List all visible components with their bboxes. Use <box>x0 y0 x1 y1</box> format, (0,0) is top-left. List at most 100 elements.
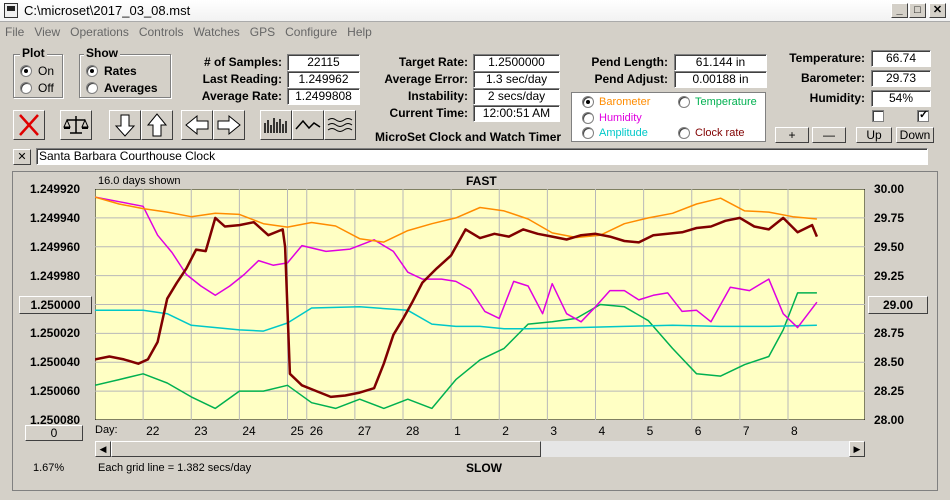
day-axis-label: Day: <box>95 424 118 436</box>
plot-group-label: Plot <box>20 46 47 60</box>
left-axis-tick: 1.249920 <box>30 182 81 196</box>
left-axis-tick: 1.249960 <box>30 239 81 254</box>
series-line-amplitude <box>95 306 817 332</box>
plus-button[interactable]: + <box>775 127 809 143</box>
menu-bar: File View Operations Controls Watches GPS Conf… <box>0 22 950 42</box>
day-tick-label: 24 <box>242 424 256 438</box>
series-clock-rate-label: Clock rate <box>695 127 745 139</box>
bar-graph-button[interactable] <box>260 110 292 140</box>
title-bar: C:\microset\2017_03_08.mst _ □ ✕ <box>0 0 950 22</box>
maximize-button[interactable]: □ <box>909 3 926 18</box>
day-tick-label: 25 <box>290 424 304 438</box>
day-tick-label: 4 <box>598 424 606 438</box>
menu-view[interactable]: View <box>34 25 61 39</box>
arrow-down-icon <box>114 114 136 137</box>
left-axis-tick: 1.250040 <box>30 355 81 370</box>
series-temperature-radio[interactable] <box>678 96 690 108</box>
center-rate-button[interactable]: 1.250000 <box>19 296 92 314</box>
show-rates-radio[interactable] <box>86 65 98 77</box>
menu-operations[interactable]: Operations <box>70 25 129 39</box>
left-axis-tick: 1.249980 <box>30 268 81 283</box>
scale-icon <box>63 116 89 134</box>
day-tick-label: 3 <box>550 424 558 438</box>
bar-graph-icon <box>264 118 287 133</box>
center-right-axis-button[interactable]: 29.00 <box>868 296 928 314</box>
series-barometer-radio[interactable] <box>582 96 594 108</box>
samples-value: 22115 <box>287 54 360 71</box>
percent-label: 1.67% <box>33 462 65 474</box>
down-button[interactable]: Down <box>896 127 934 143</box>
instability-label: Instability: <box>407 89 468 103</box>
average-error-label: Average Error: <box>384 72 468 86</box>
grid-note: Each grid line = 1.382 secs/day <box>98 462 252 474</box>
chart-panel <box>12 171 938 491</box>
plot-off-radio[interactable] <box>20 82 32 94</box>
app-caption: MicroSet Clock and Watch Timer <box>375 130 562 144</box>
series-humidity-radio[interactable] <box>582 112 594 124</box>
stop-button[interactable] <box>13 110 45 140</box>
plot-off-label: Off <box>38 81 54 95</box>
arrow-right-button[interactable] <box>213 110 245 140</box>
series-amplitude-radio[interactable] <box>582 127 594 139</box>
series-humidity-label: Humidity <box>599 112 642 124</box>
offset-zero-button[interactable]: 0 <box>25 425 83 441</box>
chart-scrollbar[interactable]: ◀ ▶ <box>95 441 865 457</box>
series-line-barometer <box>95 196 817 243</box>
day-tick-label: 5 <box>646 424 654 438</box>
pend-adjust-value: 0.00188 in <box>674 71 767 88</box>
minus-button[interactable]: — <box>812 127 846 143</box>
arrow-up-button[interactable] <box>141 110 173 140</box>
checkbox-right[interactable]: ✓ <box>917 109 929 122</box>
minimize-button[interactable]: _ <box>891 3 908 18</box>
menu-gps[interactable]: GPS <box>249 25 276 39</box>
samples-label: # of Samples: <box>203 55 282 69</box>
plot-on-radio[interactable] <box>20 65 32 77</box>
target-rate-value: 1.2500000 <box>473 54 560 71</box>
right-axis-tick: 28.00 <box>874 413 905 427</box>
day-tick-label: 23 <box>194 424 208 438</box>
current-time-value: 12:00:51 AM <box>473 105 560 122</box>
scroll-left-button[interactable]: ◀ <box>95 441 111 457</box>
right-axis-tick: 28.25 <box>874 384 905 399</box>
checkbox-left[interactable] <box>872 110 884 122</box>
arrow-up-icon <box>146 113 168 137</box>
app-icon[interactable] <box>4 3 18 18</box>
left-axis-tick: 1.250080 <box>30 413 81 427</box>
note-field[interactable]: Santa Barbara Courthouse Clock <box>36 148 928 165</box>
pend-adjust-label: Pend Adjust: <box>594 72 668 86</box>
scroll-right-button[interactable]: ▶ <box>849 441 865 457</box>
close-window-button[interactable]: ✕ <box>929 3 946 18</box>
average-rate-value: 1.2499808 <box>287 88 360 105</box>
series-select-panel <box>571 92 766 142</box>
humidity-value: 54% <box>871 90 931 107</box>
line-graph-button[interactable] <box>292 110 324 140</box>
right-axis-tick: 30.00 <box>874 182 905 196</box>
menu-help[interactable]: Help <box>347 25 372 39</box>
arrow-left-button[interactable] <box>181 110 213 140</box>
menu-watches[interactable]: Watches <box>193 25 240 39</box>
scroll-thumb[interactable] <box>111 441 541 457</box>
day-tick-label: 1 <box>454 424 461 438</box>
show-group <box>79 54 171 98</box>
temperature-value: 66.74 <box>871 50 931 67</box>
line-graph-icon <box>295 119 321 130</box>
show-group-label: Show <box>84 46 120 60</box>
show-averages-radio[interactable] <box>86 82 98 94</box>
clear-note-button[interactable]: ✕ <box>13 149 31 165</box>
balance-button[interactable] <box>60 110 92 140</box>
series-line-humidity <box>95 196 818 329</box>
series-clock-rate-radio[interactable] <box>678 127 690 139</box>
day-tick-label: 26 <box>309 424 324 438</box>
menu-controls[interactable]: Controls <box>138 25 184 39</box>
left-axis-tick: 1.249940 <box>30 210 81 225</box>
menu-configure[interactable]: Configure <box>285 25 338 39</box>
up-button[interactable]: Up <box>856 127 892 143</box>
left-axis-tick: 1.250060 <box>30 384 81 399</box>
arrow-down-button[interactable] <box>109 110 141 140</box>
day-tick-label: 7 <box>742 424 750 438</box>
window-title: C:\microset\2017_03_08.mst <box>24 3 191 18</box>
wave-graph-button[interactable] <box>324 110 356 140</box>
menu-file[interactable]: File <box>5 25 25 39</box>
right-axis-tick: 28.50 <box>874 355 905 370</box>
arrow-left-icon <box>185 114 209 136</box>
